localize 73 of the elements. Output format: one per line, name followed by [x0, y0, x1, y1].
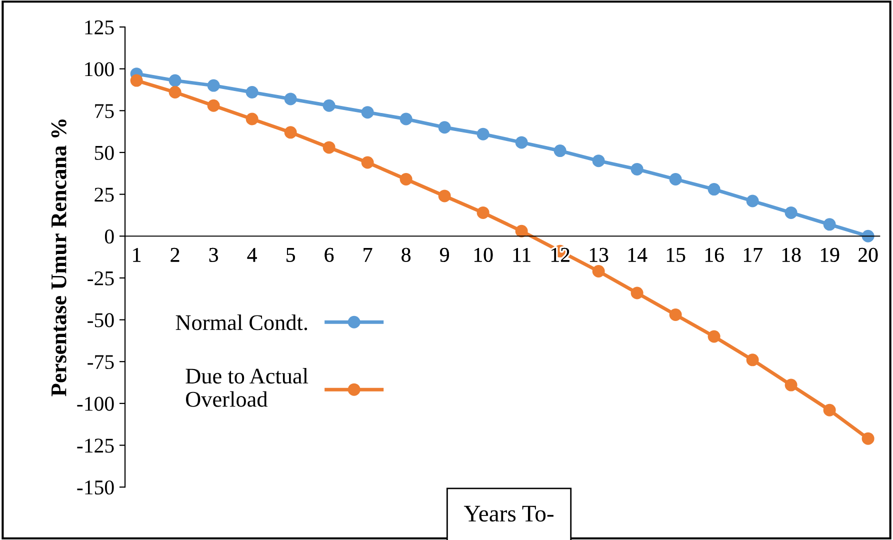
- x-tick-label: 20: [858, 248, 878, 262]
- x-tick-label: 14: [628, 248, 648, 262]
- point: [823, 218, 836, 231]
- point: [862, 230, 874, 242]
- y-tick-label: 50: [94, 146, 114, 160]
- legend-label: Due to Actual Overload: [186, 368, 308, 407]
- point: [207, 79, 220, 92]
- y-tick-label: 100: [85, 62, 114, 76]
- point: [246, 112, 258, 126]
- point: [400, 112, 412, 126]
- x-tick-label: 7: [364, 248, 372, 262]
- point: [322, 99, 336, 112]
- point: [400, 172, 412, 186]
- y-tick-label: -75: [88, 355, 114, 370]
- x-tick-label: 18: [782, 248, 801, 262]
- y-tick-label: -25: [88, 271, 114, 286]
- x-tick-label: 5: [286, 248, 295, 262]
- point: [746, 354, 759, 366]
- x-tick-label: 11: [513, 248, 530, 262]
- x-tick-label: 17: [744, 248, 762, 262]
- point: [708, 330, 720, 343]
- x-tick-label: 2: [170, 248, 180, 262]
- y-tick-label: 125: [85, 20, 114, 34]
- x-tick-label: 15: [666, 248, 686, 262]
- point: [476, 206, 490, 219]
- point: [130, 74, 143, 87]
- x-tick-label: 16: [705, 248, 724, 262]
- point: [823, 404, 836, 416]
- point: [168, 74, 182, 87]
- x-axis-title: Years To-: [464, 506, 554, 522]
- point: [554, 144, 566, 158]
- point: [284, 126, 297, 139]
- y-tick-label: -125: [77, 438, 114, 453]
- x-tick-label: 10: [474, 248, 493, 262]
- point: [630, 286, 644, 300]
- point: [476, 128, 490, 140]
- legend-label: Normal Condt.: [176, 314, 308, 330]
- point: [322, 141, 336, 154]
- x-tick-label: 13: [590, 248, 608, 262]
- x-tick-label: 6: [324, 248, 334, 262]
- point: [361, 156, 374, 169]
- x-tick-label: 1: [133, 248, 141, 262]
- y-tick-label: 25: [94, 188, 114, 202]
- point: [630, 162, 644, 176]
- point: [207, 99, 220, 112]
- point: [746, 194, 759, 208]
- point: [361, 106, 374, 119]
- y-tick-label: -100: [77, 396, 114, 411]
- x-tick-label: 8: [402, 248, 410, 262]
- point: [284, 92, 297, 106]
- point: [592, 265, 605, 278]
- x-tick-label: 4: [247, 248, 257, 262]
- x-tick-label: 3: [209, 248, 218, 262]
- point: [784, 378, 798, 392]
- point: [515, 136, 528, 149]
- point: [669, 308, 682, 322]
- y-tick-label: -50: [88, 313, 114, 328]
- y-tick-label: -150: [77, 480, 114, 495]
- point: [168, 86, 182, 98]
- point: [438, 121, 451, 134]
- point: [669, 172, 682, 186]
- y-tick-label: 0: [104, 230, 114, 244]
- y-axis-title: Persentase Umur Rencana %: [51, 120, 66, 396]
- point: [246, 86, 258, 98]
- point: [592, 154, 605, 168]
- x-tick-label: 9: [440, 248, 449, 262]
- x-tick-label: 19: [820, 248, 840, 262]
- y-tick-label: 75: [95, 104, 114, 118]
- point: [438, 190, 451, 202]
- point: [515, 224, 528, 238]
- point: [708, 183, 720, 196]
- point: [862, 432, 874, 445]
- point: [784, 206, 798, 219]
